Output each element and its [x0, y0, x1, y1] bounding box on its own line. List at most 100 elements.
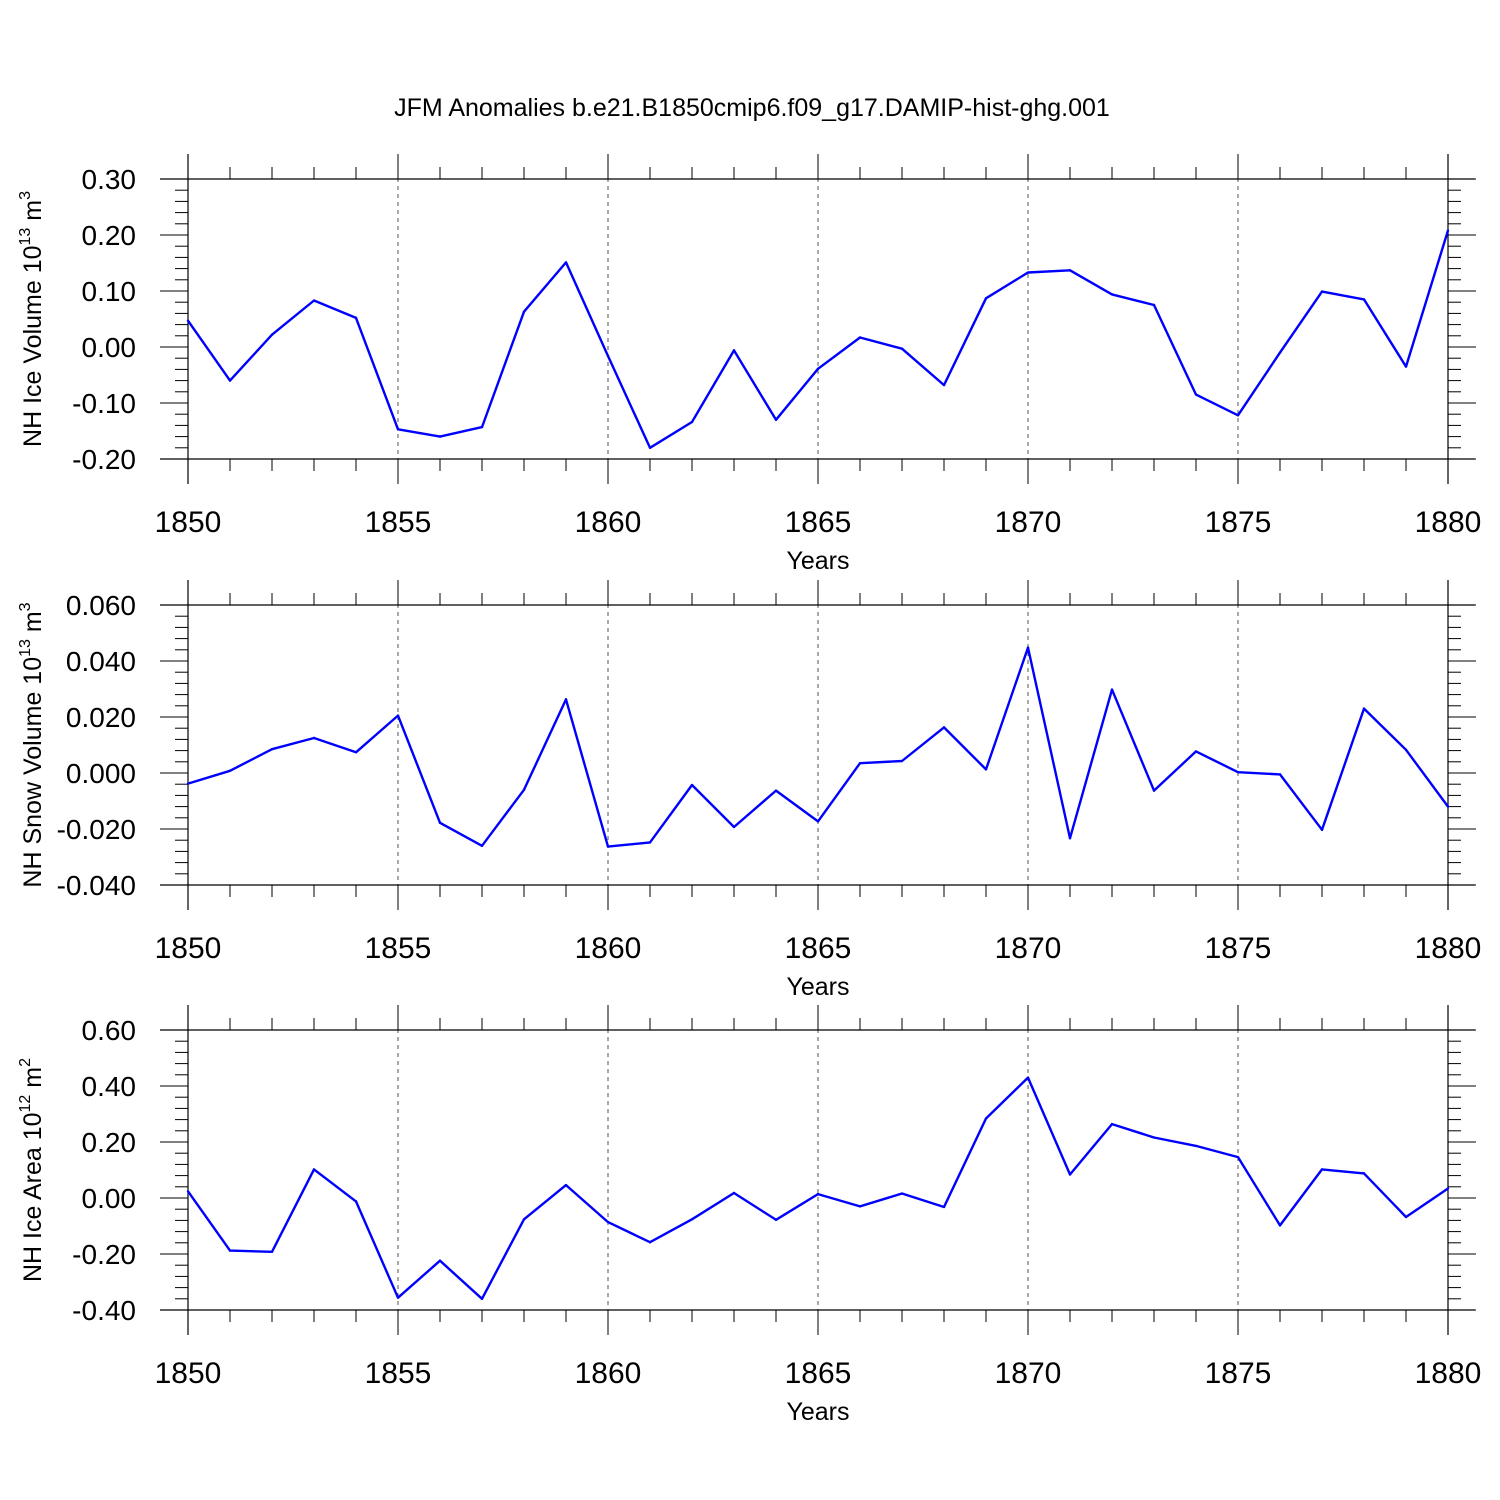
- data-point: [438, 435, 442, 438]
- y-tick-label: -0.040: [57, 870, 136, 901]
- data-point: [690, 1218, 694, 1221]
- data-point: [648, 1241, 652, 1244]
- y-tick-label: 0.30: [82, 164, 137, 195]
- y-tick-label: 0.000: [66, 758, 136, 789]
- data-point: [1446, 805, 1450, 808]
- data-point: [1194, 393, 1198, 396]
- x-tick-label: 1860: [575, 506, 642, 539]
- x-tick-label: 1855: [365, 506, 432, 539]
- x-axis-label: Years: [786, 547, 849, 575]
- y-axis-label: NH Ice Volume 1013 m3: [17, 191, 47, 447]
- x-tick-label: 1855: [365, 932, 432, 965]
- data-point: [1110, 293, 1114, 296]
- data-point: [858, 1205, 862, 1208]
- data-point: [1152, 303, 1156, 307]
- y-tick-label: 0.40: [82, 1071, 137, 1102]
- data-point: [858, 762, 862, 765]
- y-tick-label: -0.10: [72, 388, 136, 419]
- x-tick-label: 1860: [575, 932, 642, 965]
- x-tick-label: 1880: [1415, 932, 1482, 965]
- data-point: [774, 789, 778, 792]
- x-tick-label: 1865: [785, 1357, 852, 1390]
- data-point: [732, 349, 736, 352]
- y-axis-label: NH Ice Area 1012 m2: [17, 1058, 47, 1282]
- data-point: [816, 820, 820, 823]
- y-tick-label: 0.20: [82, 1127, 137, 1158]
- data-point: [984, 297, 988, 300]
- data-point: [606, 354, 610, 358]
- y-tick-label: 0.060: [66, 590, 136, 621]
- data-point: [690, 420, 694, 424]
- data-point: [312, 736, 316, 740]
- data-point: [1026, 271, 1030, 274]
- data-point: [1110, 1122, 1114, 1126]
- x-tick-label: 1865: [785, 506, 852, 539]
- y-tick-label: -0.20: [72, 444, 136, 475]
- y-tick-label: 0.60: [82, 1015, 137, 1046]
- y-tick-label: -0.20: [72, 1239, 136, 1270]
- chart-panel-2: -0.040 -0.020 0.000 0.020 0.040 0.060 1850 1855…: [17, 580, 1481, 1001]
- data-point: [480, 844, 484, 847]
- data-point: [438, 1259, 442, 1262]
- figure-title: JFM Anomalies b.e21.B1850cmip6.f09_g17.D…: [394, 94, 1110, 122]
- data-point: [1362, 1172, 1366, 1175]
- y-tick-label: -0.020: [57, 814, 136, 845]
- data-point: [396, 1296, 400, 1299]
- data-point: [984, 768, 988, 771]
- x-tick-label: 1860: [575, 1357, 642, 1390]
- data-point: [1362, 298, 1366, 301]
- data-point: [1320, 290, 1324, 293]
- data-point: [1236, 1155, 1240, 1159]
- data-point: [522, 310, 526, 313]
- x-tick-label: 1865: [785, 932, 852, 965]
- data-point: [1362, 707, 1366, 710]
- panels: -0.20 -0.10 0.00 0.10 0.20 0.30 1850 1855 1860 18…: [17, 154, 1481, 1426]
- data-point: [1404, 365, 1408, 368]
- y-tick-label: 0.00: [82, 332, 137, 363]
- data-point: [1152, 1136, 1156, 1139]
- data-point: [606, 1220, 610, 1224]
- y-tick-label: -0.40: [72, 1295, 136, 1326]
- x-tick-label: 1875: [1205, 1357, 1272, 1390]
- data-point: [690, 783, 694, 787]
- data-point: [1278, 351, 1282, 354]
- data-point: [900, 759, 904, 763]
- data-point: [984, 1117, 988, 1120]
- data-point: [942, 1205, 946, 1209]
- data-point: [1236, 414, 1240, 417]
- x-tick-label: 1850: [155, 932, 222, 965]
- chart-panel-3: -0.40 -0.20 0.00 0.20 0.40 0.60 1850 1855 1860 18…: [17, 1005, 1481, 1426]
- data-point: [1320, 1168, 1324, 1171]
- chart-panel-1: -0.20 -0.10 0.00 0.10 0.20 0.30 1850 1855 1860 18…: [17, 154, 1481, 575]
- x-tick-label: 1870: [995, 932, 1062, 965]
- x-tick-label: 1870: [995, 1357, 1062, 1390]
- x-axis-label: Years: [786, 1398, 849, 1426]
- data-point: [522, 788, 526, 791]
- data-point: [186, 1190, 190, 1193]
- data-point: [1446, 1187, 1450, 1190]
- x-tick-label: 1850: [155, 506, 222, 539]
- data-point: [900, 347, 904, 350]
- data-point: [186, 782, 190, 785]
- data-point: [396, 714, 400, 717]
- data-point: [564, 261, 568, 264]
- y-tick-label: 0.20: [82, 220, 137, 251]
- data-point: [1320, 828, 1324, 832]
- data-point: [1194, 1144, 1198, 1148]
- data-point: [942, 726, 946, 729]
- x-axis-label: Years: [786, 973, 849, 1001]
- y-tick-label: 0.040: [66, 646, 136, 677]
- data-point: [1152, 789, 1156, 792]
- data-point: [228, 769, 232, 772]
- data-point: [312, 299, 316, 302]
- data-point: [354, 751, 358, 754]
- data-point: [396, 428, 400, 431]
- data-point: [480, 425, 484, 429]
- x-tick-label: 1880: [1415, 1357, 1482, 1390]
- data-point: [1026, 646, 1030, 649]
- data-point: [354, 1200, 358, 1203]
- data-point: [1068, 1173, 1072, 1176]
- data-point: [1194, 750, 1198, 753]
- x-tick-label: 1850: [155, 1357, 222, 1390]
